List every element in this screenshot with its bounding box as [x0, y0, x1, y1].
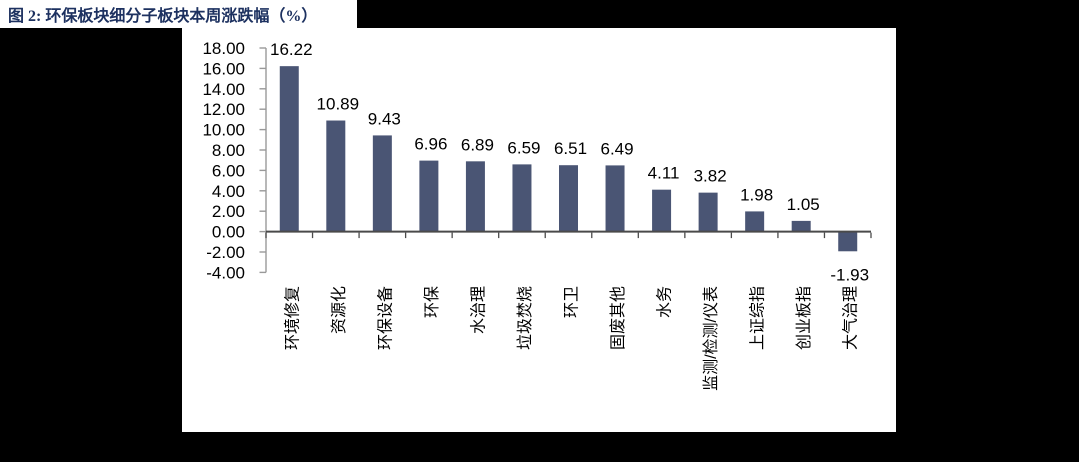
- bar-value-label: 6.89: [461, 135, 494, 154]
- x-category-label: 环保设备: [376, 286, 394, 350]
- bar: [559, 165, 578, 232]
- figure-title: 图 2: 环保板块细分子板块本周涨跌幅（%）: [8, 8, 318, 25]
- y-axis-tick-label: 6.00: [212, 161, 245, 180]
- bar: [838, 231, 858, 252]
- y-axis-tick-label: -2.00: [206, 243, 245, 262]
- bar: [419, 160, 439, 232]
- x-category-label: 创业板指: [795, 286, 813, 350]
- bar: [512, 164, 532, 232]
- x-category-label: 环卫: [564, 286, 581, 318]
- y-axis-tick-label: 8.00: [212, 141, 245, 160]
- y-axis-tick-label: 2.00: [212, 202, 245, 221]
- bar-value-label: 9.43: [368, 109, 401, 128]
- bar-value-label: 10.89: [317, 95, 360, 114]
- bar-value-label: -1.93: [830, 265, 869, 284]
- bar-value-label: 3.82: [694, 167, 727, 186]
- y-axis-tick-label: 4.00: [212, 182, 245, 201]
- bar-value-label: 4.11: [648, 164, 680, 183]
- x-category-label: 监测/检测/仪表: [702, 286, 720, 391]
- bar: [372, 135, 392, 232]
- x-category-label: 固废其他: [609, 286, 627, 350]
- bar-value-label: 6.51: [554, 139, 587, 158]
- x-category-label: 上证综指: [749, 286, 767, 350]
- x-category-label: 资源化: [330, 286, 348, 334]
- bar-value-label: 1.05: [787, 195, 820, 214]
- bar-value-label: 6.96: [414, 135, 447, 154]
- bar: [745, 211, 765, 232]
- bar-value-label: 16.22: [270, 40, 313, 59]
- x-category-label: 大气治理: [842, 286, 860, 350]
- bar: [791, 220, 811, 232]
- figure-title-bar: 图 2: 环保板块细分子板块本周涨跌幅（%）: [0, 0, 357, 28]
- bar: [279, 66, 299, 232]
- x-category-label: 环境修复: [282, 286, 301, 350]
- y-axis-tick-label: 18.00: [202, 39, 245, 58]
- bar: [605, 165, 625, 232]
- x-category-label: 环保: [423, 286, 441, 318]
- bar-value-label: 1.98: [740, 185, 773, 204]
- bar-value-label: 6.59: [507, 138, 540, 157]
- y-axis-tick-label: 14.00: [202, 80, 245, 99]
- y-axis-tick-label: 10.00: [202, 121, 245, 140]
- bar: [652, 189, 672, 232]
- bar: [326, 120, 346, 232]
- y-axis-tick-label: -4.00: [206, 263, 245, 282]
- y-axis-tick-label: 0.00: [212, 223, 245, 242]
- y-axis-tick-label: 16.00: [202, 59, 245, 78]
- bar: [465, 161, 485, 232]
- x-category-label: 水务: [656, 286, 674, 318]
- x-category-label: 垃圾焚烧: [516, 286, 534, 350]
- bar-value-label: 6.49: [600, 139, 633, 158]
- chart-card: 18.00 16.00 14.00 12.00 10.00 8.00 6.00 4.00 2.0…: [182, 28, 896, 432]
- y-axis-tick-label: 12.00: [202, 100, 245, 119]
- bar: [698, 192, 718, 232]
- x-category-label: 水治理: [469, 286, 487, 334]
